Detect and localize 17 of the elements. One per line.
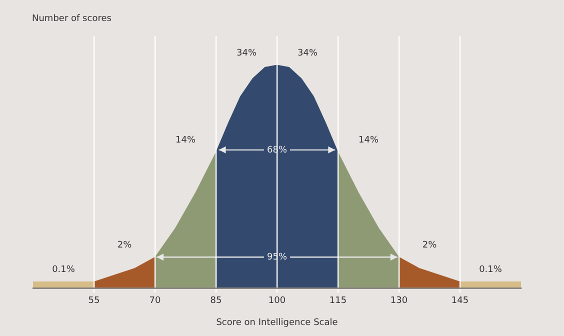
x-tick-label: 85 — [210, 296, 222, 306]
text: 14% — [358, 135, 379, 146]
series-label: 0.1% — [52, 265, 76, 276]
series-label: 2% — [422, 240, 438, 250]
y-axis-title: Number of scores — [32, 14, 112, 24]
series-label: 2% — [117, 240, 132, 250]
text: 14% — [175, 135, 196, 146]
x-tick-label: 145 — [451, 296, 469, 306]
x-tick-label: 100 — [268, 296, 286, 306]
series-label: 34% — [236, 48, 257, 58]
x-tick-label: 115 — [329, 296, 347, 306]
series-label: 34% — [297, 48, 318, 58]
x-tick-label: 70 — [149, 296, 161, 306]
x-tick-label: 55 — [88, 296, 100, 306]
x-tick-label: 130 — [390, 296, 408, 306]
x-axis-title: Score on Intelligence Scale — [216, 318, 338, 328]
series-label: 0.1% — [479, 265, 502, 276]
